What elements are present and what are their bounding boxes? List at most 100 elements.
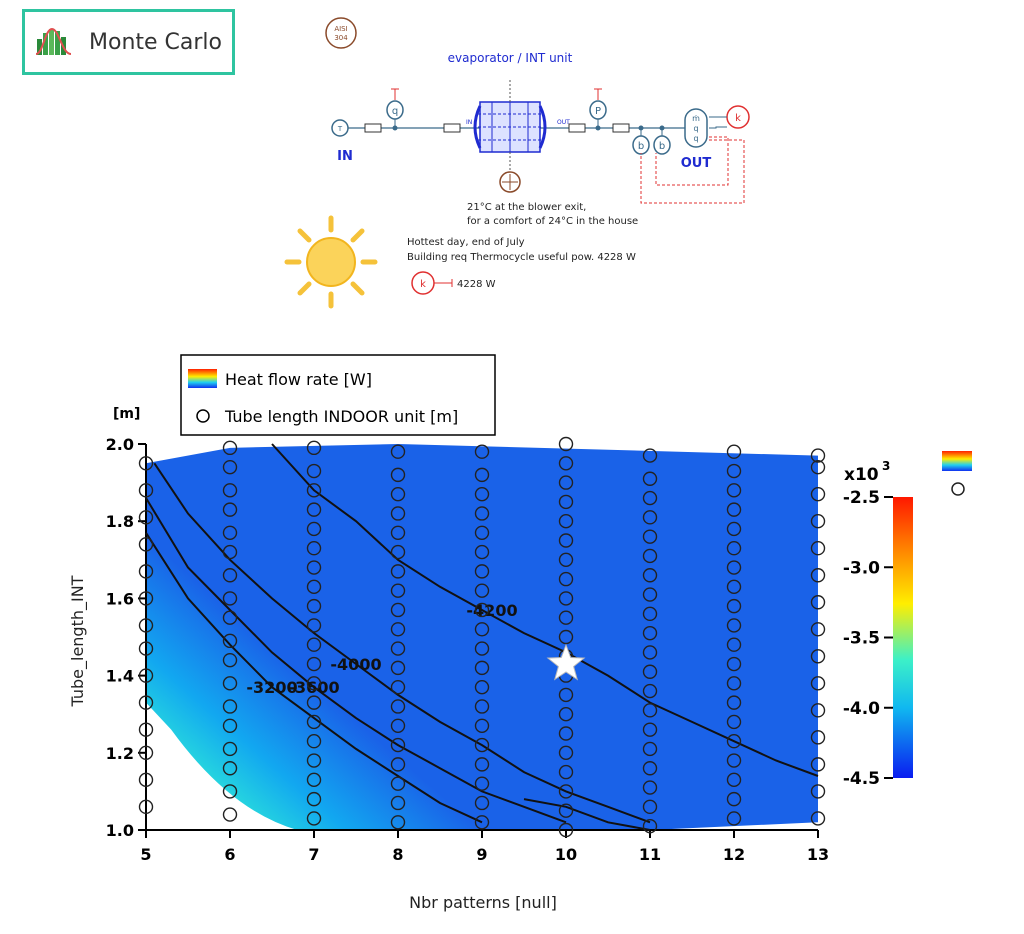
sample-circle — [642, 548, 658, 564]
sample-circle — [726, 598, 742, 614]
sample-circle — [810, 811, 826, 826]
b-sensor-1[interactable]: b — [632, 125, 650, 155]
sample-circle — [726, 541, 742, 556]
material-badge-line2: 304 — [334, 34, 348, 42]
sample-circle — [726, 811, 742, 826]
sample-circle — [474, 486, 490, 502]
sample-circle — [306, 440, 322, 456]
sample-circle — [222, 699, 238, 714]
colorbar-top-swatch — [942, 451, 972, 471]
colorbar-tick-label: -3.0 — [843, 558, 880, 578]
sample-circle — [222, 568, 238, 583]
sample-circle — [726, 618, 742, 633]
contour-line — [271, 443, 819, 777]
sample-circle — [222, 544, 238, 560]
legend-colormap-swatch — [188, 369, 217, 388]
sample-circle — [474, 757, 490, 772]
sample-circle — [138, 799, 154, 815]
sample-circle — [474, 544, 490, 560]
b-sensor-2[interactable]: b — [653, 125, 671, 155]
sample-circle — [138, 510, 154, 525]
y-axis-label: Tube_length_INT — [68, 575, 88, 707]
sample-circle — [642, 490, 658, 506]
optimum-star-marker[interactable] — [546, 643, 586, 681]
sample-circle — [726, 579, 742, 595]
sample-circle — [726, 695, 742, 710]
heat-sensor-inlet[interactable]: q — [386, 88, 404, 131]
sample-circle — [222, 483, 238, 498]
sample-circle — [222, 676, 238, 691]
contour-line — [153, 462, 651, 824]
sample-circle — [222, 741, 238, 757]
inlet-source[interactable]: T — [331, 119, 349, 137]
sample-circle — [558, 571, 574, 587]
outlet-sink[interactable]: ṁ q q — [684, 108, 708, 148]
colorbar-tick-label: -4.0 — [843, 699, 880, 719]
sample-circle — [810, 513, 826, 529]
sample-circle — [138, 695, 154, 710]
sample-circle — [306, 791, 322, 807]
pipe-1[interactable] — [364, 123, 382, 133]
sample-circle — [726, 676, 742, 691]
sample-circle — [810, 448, 826, 463]
pipe-3[interactable] — [568, 123, 586, 133]
sample-circle — [390, 679, 406, 695]
sample-circle — [810, 757, 826, 772]
sample-circle — [642, 780, 658, 795]
blower-fan[interactable] — [499, 171, 521, 193]
sample-circle — [306, 676, 322, 691]
sensor-k-symbol: k — [735, 113, 741, 124]
power-value: 4228 W — [457, 279, 496, 290]
sample-circle — [558, 803, 574, 818]
monte-carlo-button[interactable]: Monte Carlo — [22, 9, 235, 75]
sample-circle — [726, 656, 742, 672]
out-label: OUT — [681, 156, 712, 171]
sample-circle — [558, 456, 574, 471]
material-badge[interactable]: AISI 304 — [325, 17, 357, 49]
k-controller[interactable]: k — [726, 105, 750, 129]
sample-circle — [642, 510, 658, 525]
y-tick-label: 1.2 — [106, 744, 134, 763]
sample-circle — [726, 637, 742, 652]
sample-circle — [390, 622, 406, 637]
evaporator-heat-exchanger[interactable]: IN OUT — [466, 80, 570, 172]
contour-label: -3200 — [246, 678, 297, 697]
colorbar: x10 3 -2.5 -3.0 -3.5 -4.0 -4.5 — [843, 451, 972, 789]
sample-circle — [558, 784, 574, 799]
sample-circle — [558, 745, 574, 760]
sample-circle — [558, 591, 574, 606]
sample-circle — [558, 707, 574, 722]
sample-circle — [306, 753, 322, 768]
sensor-q-symbol: q — [392, 106, 398, 117]
sample-circle — [726, 753, 742, 768]
x-tick-label: 13 — [807, 845, 829, 864]
sample-circle — [390, 718, 406, 733]
sample-circle — [390, 641, 406, 656]
sample-circle — [474, 506, 490, 521]
sample-circle — [390, 699, 406, 714]
pipe-4[interactable] — [612, 123, 630, 133]
port-out-label: OUT — [557, 119, 570, 126]
note-line2: for a comfort of 24°C in the house — [467, 216, 638, 227]
sample-circle — [558, 822, 574, 838]
pressure-sensor[interactable]: P — [589, 88, 607, 131]
power-constant-block[interactable]: k — [411, 271, 453, 295]
sample-circle — [390, 525, 406, 540]
x-tick-label: 11 — [639, 845, 661, 864]
sample-circle — [306, 483, 322, 498]
sample-circle — [390, 795, 406, 811]
sample-circle — [642, 448, 658, 463]
sample-circle — [390, 776, 406, 791]
sample-circle — [726, 502, 742, 517]
sample-circle — [222, 784, 238, 799]
pipe-2[interactable] — [443, 123, 461, 133]
sample-circle — [474, 641, 490, 656]
sample-circle — [306, 695, 322, 710]
y-tick-label: 1.6 — [106, 589, 134, 608]
sample-circle — [726, 734, 742, 749]
legend-circle-marker — [196, 409, 210, 423]
sample-circle — [558, 513, 574, 529]
sample-circle — [726, 772, 742, 788]
sample-circle — [726, 714, 742, 730]
sensor-q-out2-symbol: q — [693, 134, 698, 143]
